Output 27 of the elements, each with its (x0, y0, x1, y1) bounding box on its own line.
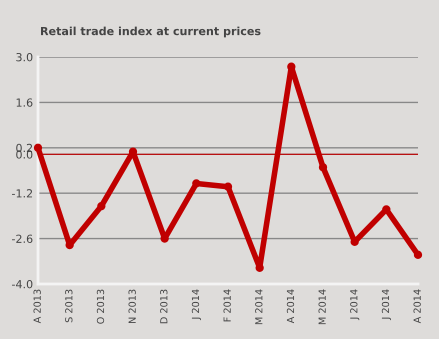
point (414, 250, 422, 259)
x-tick-label: M 2014 (318, 289, 326, 324)
x-tick-label: N 2013 (128, 290, 136, 324)
x-tick-label: S 2013 (65, 290, 72, 322)
y-tick-label: -4.0 (12, 280, 32, 288)
point (192, 179, 200, 188)
y-tick-label: -2.6 (12, 234, 32, 243)
y-tick-label: 1.6 (16, 98, 32, 107)
x-tick-label: A 2013 (33, 290, 41, 324)
x-tick-label: M 2014 (255, 289, 262, 324)
y-tick-label: 3.0 (16, 52, 32, 62)
x-tick-label: A 2014 (286, 289, 294, 324)
x-tick-label: J 2014 (192, 289, 201, 320)
point (318, 163, 328, 172)
x-tick-label: A 2014 (413, 289, 421, 324)
x-tick-label: J 2014 (382, 289, 391, 320)
point (97, 202, 106, 210)
x-tick-label: D 2013 (160, 290, 168, 324)
x-tick-label: O 2013 (96, 290, 104, 324)
chart-title: Retail trade index at current prices (41, 26, 260, 38)
x-tick-label: F 2014 (223, 289, 231, 322)
y-tick-label: 0.2 (16, 144, 32, 152)
y-tick-label: 0.0 (16, 150, 32, 159)
point (34, 144, 42, 152)
point (224, 182, 232, 191)
x-tick-label: J 2014 (350, 289, 360, 320)
y-tick-label: -1.2 (12, 189, 32, 198)
